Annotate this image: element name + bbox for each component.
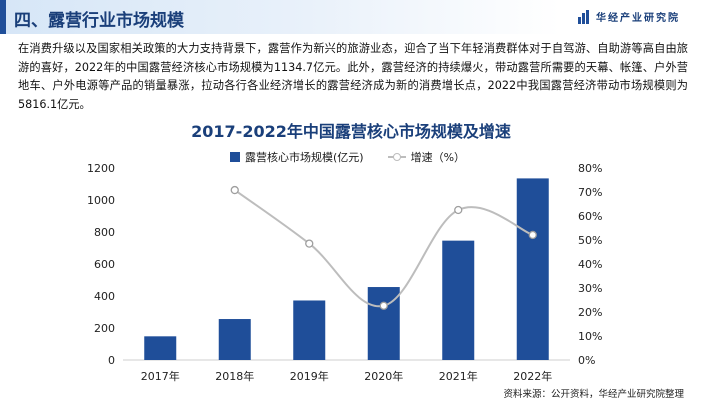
x-tick-label: 2021年 (439, 369, 478, 383)
y-right-tick-label: 30% (578, 282, 602, 295)
growth-point (528, 230, 537, 240)
brand-logo-icon (578, 9, 590, 24)
x-tick-label: 2017年 (141, 369, 180, 383)
brand-name: 华经产业研究院 (596, 13, 680, 24)
x-tick-label: 2020年 (364, 369, 403, 383)
bar (293, 300, 326, 360)
y-left-tick-label: 0 (108, 354, 115, 367)
y-left-tick-label: 1200 (87, 162, 115, 175)
growth-point (379, 301, 388, 310)
header-bar (0, 0, 560, 34)
page-header: 四、露营行业市场规模 华经产业研究院 (0, 0, 702, 34)
y-right-tick-label: 80% (578, 162, 602, 175)
growth-point (454, 205, 463, 215)
y-right-tick-label: 70% (578, 186, 602, 199)
y-right-tick-label: 0% (578, 354, 595, 367)
chart-title: 2017-2022年中国露营核心市场规模及增速 (191, 122, 511, 141)
legend-item-line: 增速（%） (387, 149, 466, 165)
source-note: 资料来源：公开资料，华经产业研究院整理 (503, 389, 684, 400)
y-left-tick-label: 1000 (87, 194, 115, 207)
y-right-tick-label: 40% (578, 258, 602, 271)
y-right-tick-label: 50% (578, 234, 602, 247)
x-tick-label: 2018年 (215, 369, 254, 383)
y-left-tick-label: 800 (94, 226, 115, 239)
y-right-tick-label: 60% (578, 210, 602, 223)
y-left-tick-label: 200 (94, 322, 115, 335)
intro-paragraph: 在消费升级以及国家相关政策的大力支持背景下，露营作为新兴的旅游业态，迎合了当下年… (18, 42, 688, 111)
chart-plot: 0 200 400 600 800 1000 1200 0% 10% 20% 30% 40% 50% 60… (87, 162, 602, 383)
legend-bar-label: 露营核心市场规模(亿元) (245, 151, 364, 164)
growth-point (305, 239, 314, 248)
section-title: 四、露营行业市场规模 (14, 11, 184, 31)
bar (442, 240, 475, 360)
chart-legend: 露营核心市场规模(亿元) 增速（%） (230, 149, 489, 165)
growth-point (230, 185, 239, 195)
y-left-tick-label: 400 (94, 290, 115, 303)
header-accent (0, 0, 6, 34)
bar (144, 336, 177, 360)
y-left-tick-label: 600 (94, 258, 115, 271)
x-tick-label: 2022年 (513, 369, 552, 383)
y-right-tick-label: 10% (578, 330, 602, 343)
brand: 华经产业研究院 (578, 9, 680, 24)
legend-line-swatch (387, 153, 406, 161)
legend-line-label: 增速（%） (410, 151, 466, 164)
bar (516, 178, 549, 360)
legend-item-bar: 露营核心市场规模(亿元) (230, 149, 364, 165)
bar (218, 319, 251, 360)
y-right-tick-label: 20% (578, 306, 602, 319)
legend-bar-swatch (230, 152, 240, 162)
x-tick-label: 2019年 (290, 369, 329, 383)
